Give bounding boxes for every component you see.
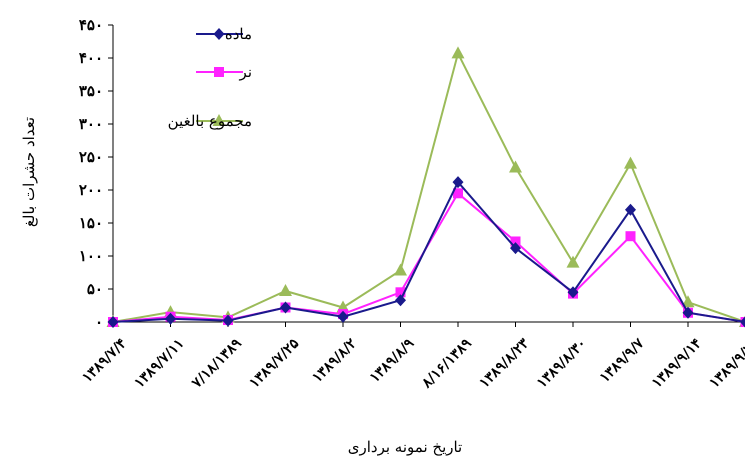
data-point (453, 188, 463, 199)
data-point (107, 316, 119, 328)
legend-marker (212, 114, 226, 126)
x-tick-label: ۱۳۸۹/۹/۱۴ (649, 336, 705, 392)
data-point (280, 301, 291, 314)
x-tick-label: ۱۳۸۹/۷/۱۱ (132, 336, 188, 392)
y-axis-title: تعداد حشرات بالغ (20, 117, 38, 227)
data-point (337, 310, 349, 323)
y-tick-label: ۳۵۰ (79, 82, 103, 100)
y-tick-label: ۵۰ (87, 280, 103, 298)
y-ticks: ۰ ۵۰ ۱۰۰ ۱۵۰ ۲۰۰ ۲۵۰ ۳۰۰ ۳۵۰ ۴۰۰ ۴۵۰ (79, 16, 113, 331)
series-line (112, 180, 745, 323)
series-triangle (106, 46, 745, 327)
legend-marker (214, 67, 224, 77)
x-tick-label: ۷/۱۸/۱۳۸۹ (188, 335, 245, 392)
y-tick-label: ۲۵۰ (79, 148, 103, 166)
data-point (566, 255, 580, 268)
legend-item: ماده (196, 25, 252, 43)
x-tick-label: ۱۳۸۹/۹/۷ (597, 335, 648, 386)
series-diamond (107, 176, 745, 328)
series-line (112, 50, 745, 323)
data-point (451, 46, 465, 59)
x-tick-label: ۱۳۸۹/۸/۲۳ (477, 335, 533, 391)
y-tick-label: ۳۰۰ (79, 115, 103, 133)
data-point (510, 236, 521, 247)
y-tick-label: ۴۵۰ (79, 16, 103, 34)
legend-label: ماده (225, 25, 252, 43)
x-tick-label: ۱۳۸۹/۹/۲۱ (707, 336, 745, 392)
legend-item: نر (196, 63, 252, 81)
legend: ماده نر مجموع بالغین (168, 25, 252, 130)
data-point (510, 242, 521, 255)
series-layer (106, 46, 745, 328)
x-tick-label: ۱۳۸۹/۸/۳۰ (534, 336, 590, 392)
legend-item: مجموع بالغین (168, 112, 252, 130)
x-tick-label: ۱۳۸۹/۸/۹ (367, 335, 418, 386)
data-point (279, 283, 292, 296)
x-axis-title: تاریخ نمونه برداری (348, 438, 462, 456)
data-point (222, 314, 234, 327)
data-point (509, 160, 522, 173)
x-tick-label: ۱۳۸۹/۸/۲ (309, 335, 360, 386)
y-tick-label: ۴۰۰ (79, 49, 103, 67)
data-point (567, 286, 579, 299)
x-ticks: ۱۳۸۹/۷/۴ ۱۳۸۹/۷/۱۱ ۷/۱۸/۱۳۸۹ ۱۳۸۹/۷/۲۵ ۱۳۸۹/… (79, 322, 745, 392)
data-point (452, 176, 464, 189)
x-tick-label: ۱۳۸۹/۷/۴ (79, 336, 129, 386)
legend-marker (213, 28, 225, 40)
y-tick-label: ۱۰۰ (79, 247, 103, 265)
data-point (165, 312, 176, 325)
data-point (681, 295, 695, 308)
data-point (394, 263, 407, 276)
data-point (625, 203, 636, 216)
legend-label: نر (239, 63, 252, 81)
y-tick-label: ۱۵۰ (79, 214, 103, 232)
legend-label: مجموع بالغین (168, 112, 252, 130)
y-tick-label: ۰ (95, 313, 103, 331)
data-point (740, 316, 745, 328)
x-tick-label: ۸/۱۶/۱۳۸۹ (418, 335, 475, 392)
data-point (624, 156, 637, 169)
data-point (395, 287, 406, 298)
y-tick-label: ۲۰۰ (79, 181, 103, 199)
data-point (682, 306, 694, 319)
data-point (395, 294, 406, 307)
data-point (625, 231, 636, 242)
x-tick-label: ۱۳۸۹/۷/۲۵ (247, 335, 303, 391)
